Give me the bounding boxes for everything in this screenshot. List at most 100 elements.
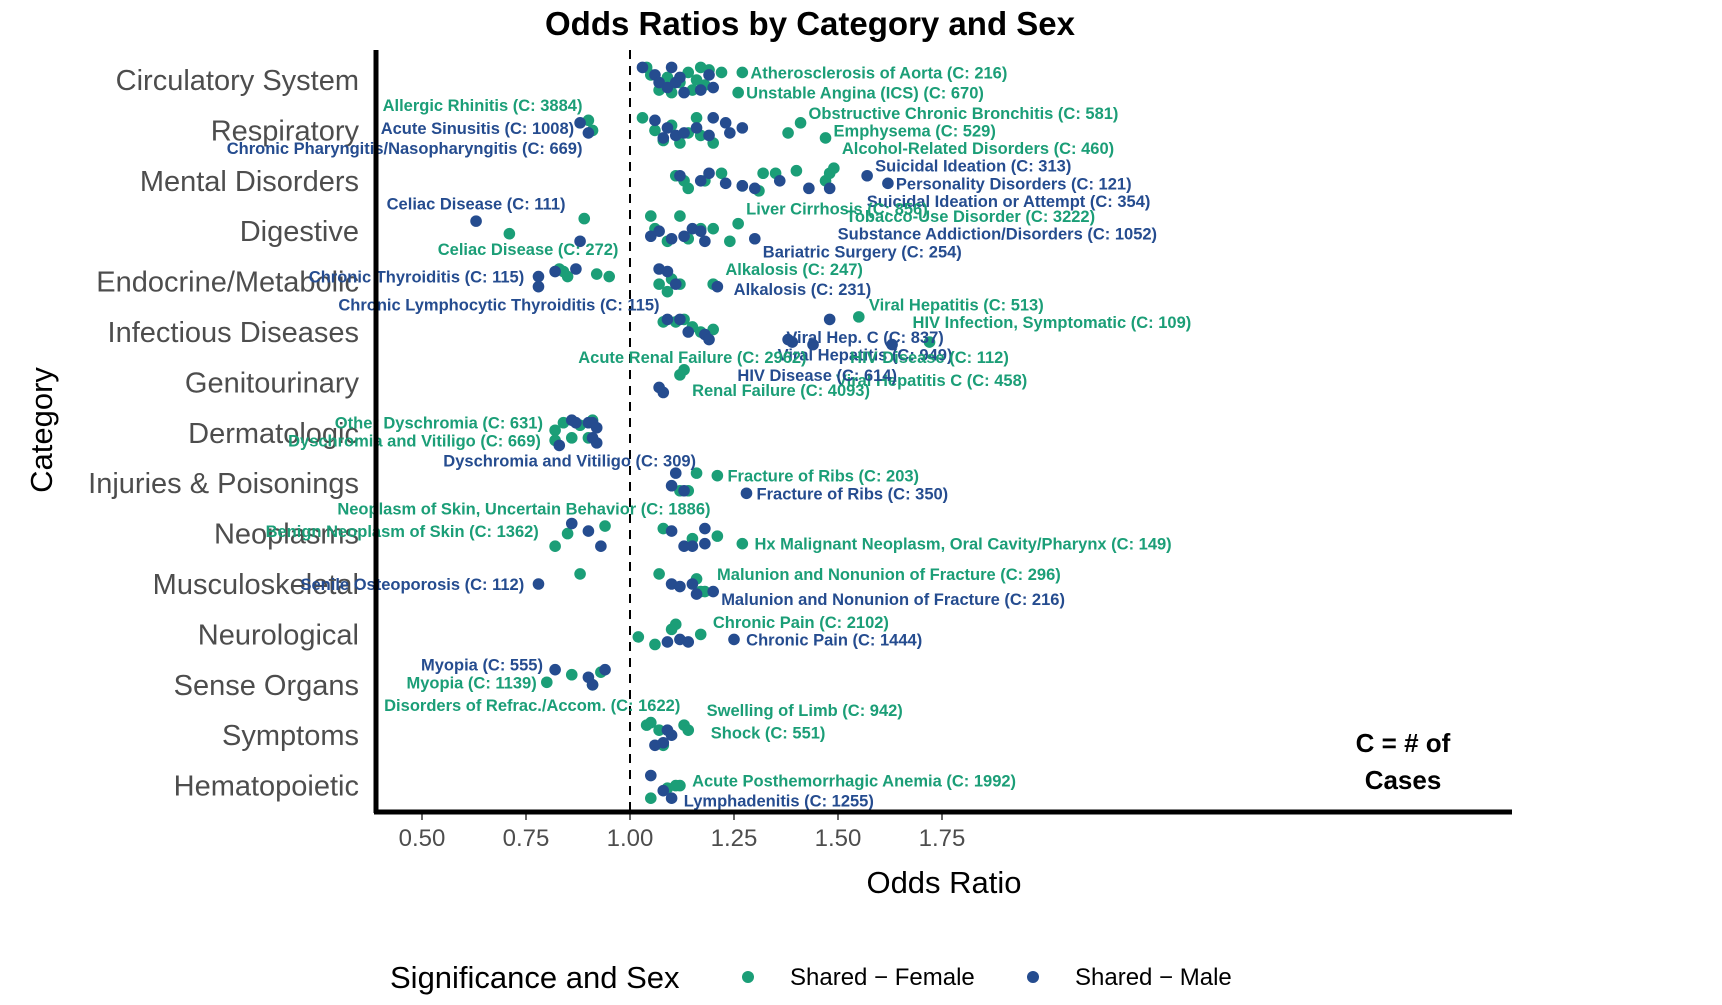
point-male	[657, 784, 670, 797]
y-axis-title: Category	[24, 367, 59, 493]
point-female	[715, 167, 728, 180]
point-male	[803, 182, 815, 195]
point-female	[557, 265, 570, 278]
point-male	[586, 679, 599, 691]
point-male	[653, 76, 665, 89]
category-label-genitourinary: Genitourinary	[185, 367, 360, 399]
point-female	[711, 469, 724, 482]
point-male	[532, 280, 545, 293]
point-male	[694, 175, 707, 187]
point-male	[678, 540, 690, 552]
x-tick-label: 1.75	[919, 825, 966, 852]
point-male	[724, 127, 736, 139]
annotation-label: Chronic Pharyngitis/Nasopharyngitis (C: …	[227, 140, 583, 158]
category-label-hematopoietic: Hematopoietic	[174, 771, 359, 803]
point-male	[678, 127, 690, 139]
legend-title: Significance and Sex	[390, 960, 680, 995]
point-female	[732, 86, 744, 99]
point-female	[711, 530, 724, 542]
point-male	[674, 313, 686, 326]
point-male	[574, 235, 586, 248]
point-female	[665, 623, 678, 636]
point-male	[773, 175, 786, 187]
annotation-label: Chronic Pain (C: 2102)	[713, 614, 889, 632]
annotation-label: Acute Posthemorrhagic Anemia (C: 1992)	[692, 773, 1016, 791]
annotation-label: HIV Disease (C: 112)	[850, 349, 1009, 367]
point-female	[565, 432, 578, 444]
point-male	[470, 215, 482, 227]
legend: Significance and Sex Shared − Female Sha…	[390, 960, 1232, 995]
point-male	[707, 112, 719, 124]
category-labels: Circulatory System Respiratory Mental Diso…	[88, 65, 359, 803]
point-male	[665, 479, 678, 492]
annotation-label: Renal Failure (C: 4093)	[692, 382, 870, 400]
category-label-dermatologic: Dermatologic	[188, 418, 359, 450]
point-female	[674, 210, 686, 222]
point-male	[711, 280, 724, 293]
annotation-label: Other Dyschromia (C: 631)	[335, 415, 543, 433]
annotation-label: Myopia (C: 555)	[421, 657, 543, 675]
point-male	[749, 182, 761, 195]
point-female	[690, 74, 703, 86]
point-male	[657, 132, 670, 144]
point-female	[503, 227, 516, 240]
point-male	[678, 230, 690, 243]
annotation-label: Neoplasm of Skin, Uncertain Behavior (C:…	[337, 500, 710, 518]
category-label-respiratory: Respiratory	[211, 115, 360, 147]
point-female	[645, 210, 657, 222]
category-label-injuries-poisonings: Injuries & Poisonings	[88, 468, 359, 500]
category-label-mental-disorders: Mental Disorders	[140, 166, 359, 198]
point-male	[686, 578, 699, 590]
annotation-label: Swelling of Limb (C: 942)	[707, 702, 903, 720]
point-female	[653, 278, 665, 290]
point-female	[690, 467, 703, 479]
point-male	[599, 663, 611, 676]
point-male	[719, 177, 732, 190]
annotation-label: Celiac Disease (C: 272)	[438, 241, 619, 259]
point-male	[565, 517, 578, 530]
point-female	[541, 676, 553, 689]
point-male	[570, 416, 582, 429]
annotation-label: Lymphadenitis (C: 1255)	[684, 793, 874, 811]
point-female	[549, 540, 561, 552]
annotation-label: Suicidal Ideation or Attempt (C: 354)	[867, 193, 1151, 211]
point-female	[819, 132, 832, 144]
point-male	[682, 636, 695, 648]
annotation-label: Viral Hep. C (C: 837)	[786, 329, 943, 347]
point-male	[532, 578, 545, 590]
point-female	[603, 270, 615, 283]
point-male	[645, 230, 657, 243]
annotation-label: Bariatric Surgery (C: 254)	[763, 243, 962, 261]
point-female	[669, 779, 682, 792]
point-female	[661, 71, 674, 84]
point-male	[707, 585, 719, 598]
point-male	[694, 84, 707, 96]
point-female	[828, 162, 840, 174]
annotation-label: Disorders of Refrac./Accom. (C: 1622)	[384, 697, 680, 715]
annotation-label: Viral Hepatitis (C: 949)	[778, 347, 953, 365]
legend-swatch-male	[1027, 971, 1039, 983]
annotation-label: Dyschromia and Vitiligo (C: 669)	[288, 432, 541, 450]
annotation-label: Allergic Rhinitis (C: 3884)	[383, 97, 583, 115]
annotation-label: Liver Cirrhosis (C: 856)	[746, 201, 928, 219]
point-male	[570, 263, 582, 275]
category-label-digestive: Digestive	[240, 216, 359, 248]
point-male	[674, 71, 686, 84]
annotation-label: Hx Malignant Neoplasm, Oral Cavity/Phary…	[754, 536, 1171, 554]
point-female	[790, 164, 803, 177]
annotation-label: HIV Disease (C: 614)	[737, 367, 897, 385]
point-female	[565, 668, 578, 681]
point-female	[549, 424, 561, 437]
point-female	[732, 217, 744, 230]
point-male	[699, 235, 711, 248]
point-female	[574, 568, 586, 580]
point-male	[707, 81, 719, 94]
point-male	[786, 336, 799, 348]
x-tick-label: 0.75	[503, 825, 550, 852]
point-male	[665, 792, 678, 804]
point-male	[703, 129, 715, 142]
point-female	[694, 628, 707, 641]
point-male	[674, 169, 686, 182]
